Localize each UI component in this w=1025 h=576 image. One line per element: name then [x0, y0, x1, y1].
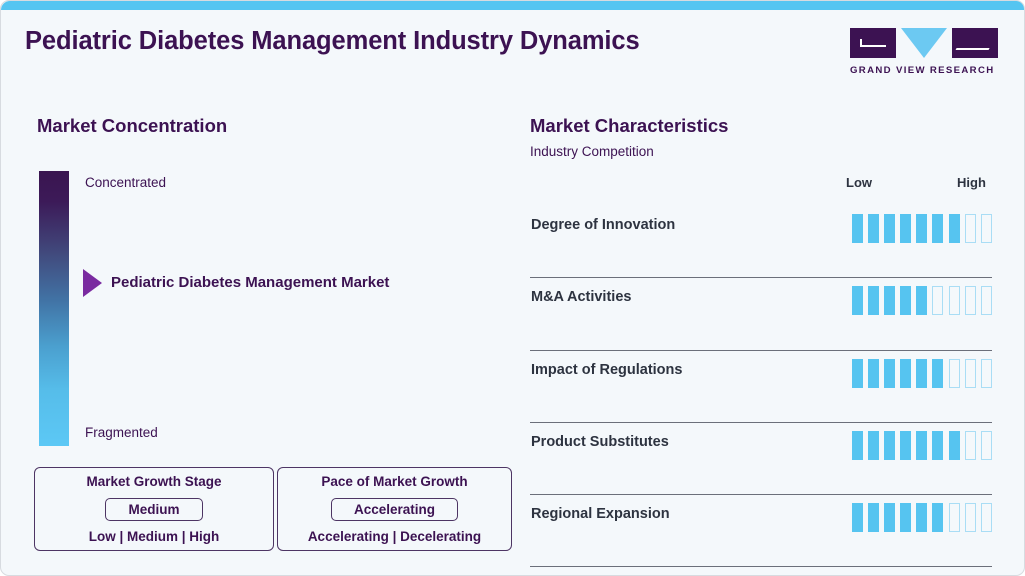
concentration-top-label: Concentrated	[85, 175, 167, 190]
concentration-bottom-label: Fragmented	[85, 425, 158, 440]
market-concentration-heading: Market Concentration	[37, 115, 228, 136]
bar-segment-empty	[964, 214, 976, 243]
characteristic-bar-track	[851, 358, 992, 388]
bar-segment-filled	[867, 358, 879, 388]
bar-segment-filled	[883, 286, 895, 316]
bar-segment-filled	[900, 214, 912, 243]
bar-segment-filled	[900, 358, 912, 388]
bar-segment-filled	[932, 430, 944, 460]
concentration-marker-arrow-icon	[83, 269, 102, 297]
characteristic-label: Impact of Regulations	[531, 361, 683, 378]
pace-of-market-growth-title: Pace of Market Growth	[321, 474, 468, 489]
bar-segment-empty	[948, 286, 960, 316]
bar-segment-filled	[883, 430, 895, 460]
bar-segment-filled	[851, 358, 863, 388]
scale-low-label: Low	[846, 175, 872, 190]
market-growth-stage-box: Market Growth Stage Medium Low | Medium …	[34, 467, 274, 551]
bar-segment-filled	[851, 430, 863, 460]
pace-of-market-growth-box: Pace of Market Growth Accelerating Accel…	[277, 467, 512, 551]
logo-block-left-icon	[850, 28, 896, 58]
bar-segment-filled	[883, 214, 895, 243]
logo-marks	[850, 28, 1000, 58]
bar-segment-filled	[932, 214, 944, 243]
concentration-marker-label: Pediatric Diabetes Management Market	[111, 274, 390, 291]
market-growth-stage-title: Market Growth Stage	[86, 474, 222, 489]
bar-segment-filled	[851, 214, 863, 243]
characteristic-bar-track	[851, 430, 992, 460]
logo-corner-mark-icon	[860, 39, 886, 47]
bar-segment-filled	[948, 430, 960, 460]
bar-segment-filled	[867, 503, 879, 533]
bar-segment-empty	[981, 286, 992, 316]
characteristic-label: Product Substitutes	[531, 433, 669, 450]
bar-segment-empty	[964, 286, 976, 316]
bar-segment-filled	[867, 214, 879, 243]
characteristic-label: Regional Expansion	[531, 506, 670, 523]
concentration-gradient-scale	[39, 171, 69, 446]
bar-segment-filled	[932, 358, 944, 388]
characteristic-row: M&A Activities	[530, 278, 992, 351]
bar-segment-empty	[981, 214, 992, 243]
bar-segment-empty	[964, 358, 976, 388]
bar-segment-empty	[948, 503, 960, 533]
bar-segment-filled	[900, 503, 912, 533]
bar-segment-filled	[883, 358, 895, 388]
bar-segment-empty	[964, 430, 976, 460]
bar-segment-empty	[981, 430, 992, 460]
bar-segment-empty	[981, 358, 992, 388]
bar-segment-empty	[981, 503, 992, 533]
bar-segment-empty	[932, 286, 944, 316]
bar-segment-filled	[900, 286, 912, 316]
market-growth-stage-scale: Low | Medium | High	[88, 529, 220, 544]
market-characteristics-subheading: Industry Competition	[530, 144, 654, 159]
logo-triangle-icon	[901, 28, 947, 58]
scale-high-label: High	[957, 175, 986, 190]
bar-segment-filled	[916, 286, 928, 316]
bar-segment-filled	[900, 430, 912, 460]
page-title: Pediatric Diabetes Management Industry D…	[25, 27, 640, 55]
market-characteristics-heading: Market Characteristics	[530, 115, 729, 136]
logo-block-right-icon	[952, 28, 998, 58]
bar-segment-filled	[851, 503, 863, 533]
bar-segment-filled	[851, 286, 863, 316]
pace-of-market-growth-scale: Accelerating | Decelerating	[307, 529, 482, 544]
grand-view-research-logo: GRAND VIEW RESEARCH	[850, 28, 1000, 76]
bar-segment-filled	[916, 358, 928, 388]
logo-wordmark: GRAND VIEW RESEARCH	[850, 65, 995, 76]
characteristic-label: Degree of Innovation	[531, 217, 676, 233]
bar-segment-filled	[867, 286, 879, 316]
bar-segment-filled	[916, 214, 928, 243]
bar-segment-empty	[948, 358, 960, 388]
market-growth-stage-value: Medium	[105, 497, 203, 521]
bar-segment-filled	[883, 503, 895, 533]
bar-segment-filled	[932, 503, 944, 533]
characteristic-bar-track	[851, 286, 992, 316]
bar-segment-filled	[916, 430, 928, 460]
characteristic-row: Product Substitutes	[530, 423, 992, 496]
characteristic-row: Impact of Regulations	[530, 351, 992, 423]
characteristic-bar-track	[851, 503, 992, 533]
characteristic-row: Degree of Innovation	[530, 206, 992, 279]
bar-segment-filled	[916, 503, 928, 533]
characteristics-rows: Degree of Innovation M&A Activities Impact…	[530, 206, 992, 568]
bar-segment-empty	[964, 503, 976, 533]
logo-diagonal-mark-icon	[955, 37, 996, 50]
bar-segment-filled	[948, 214, 960, 243]
characteristic-row: Regional Expansion	[530, 495, 992, 568]
bar-segment-filled	[867, 430, 879, 460]
pace-of-market-growth-value: Accelerating	[330, 497, 459, 521]
top-accent-bar	[1, 1, 1024, 10]
characteristic-label: M&A Activities	[531, 289, 632, 306]
characteristic-bar-track	[851, 214, 992, 243]
